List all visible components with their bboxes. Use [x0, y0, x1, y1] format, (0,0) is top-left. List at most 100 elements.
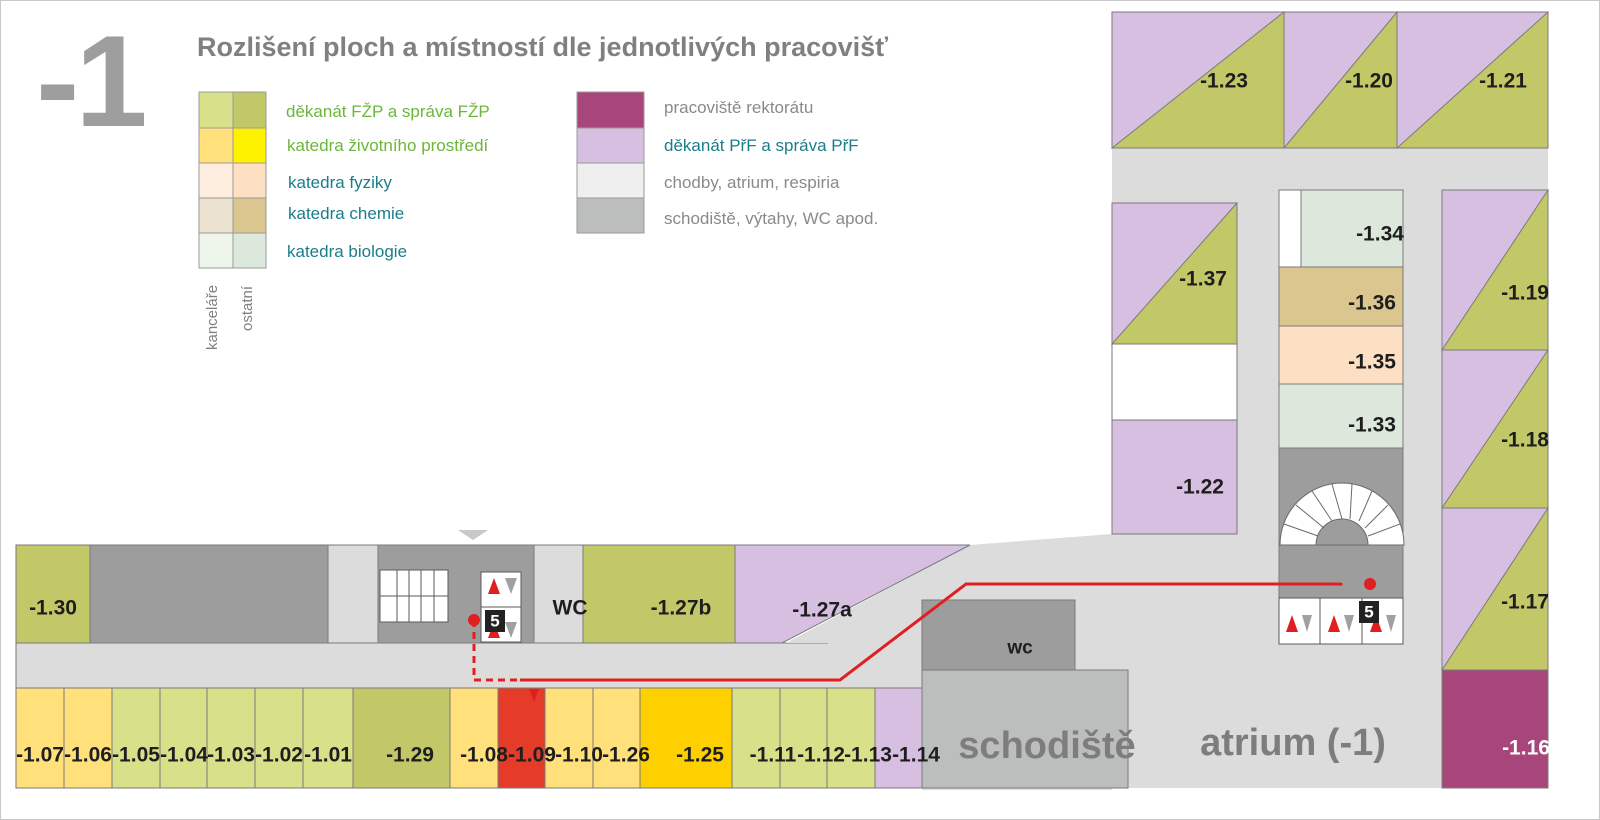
room-1-13	[826, 687, 876, 789]
route-end-dot	[1364, 578, 1376, 590]
legend-swatch	[198, 197, 234, 234]
entrance-arrow-icon	[458, 530, 488, 540]
stair-steps-west	[379, 569, 449, 623]
legend-swatch	[198, 232, 234, 269]
legend-swatch	[232, 127, 267, 164]
legend-swatch	[576, 162, 645, 199]
elevators-east	[1278, 597, 1404, 645]
room-label: -1.02	[255, 744, 303, 767]
floor-number: -1	[36, 8, 148, 154]
room-label: -1.13	[844, 744, 892, 767]
atrium	[1128, 640, 1442, 788]
main-staircase	[921, 669, 1129, 789]
room-1-26	[592, 687, 641, 789]
room-label: -1.11	[750, 744, 797, 767]
room-label: -1.20	[1345, 70, 1393, 93]
legend-swatch	[576, 197, 645, 234]
room-label: -1.35	[1348, 351, 1396, 374]
wc-label-central: wc	[1006, 638, 1033, 659]
room-1-14	[874, 687, 923, 789]
atrium-label: atrium (-1)	[1200, 722, 1386, 764]
legend-label: katedra životního prostředí	[287, 136, 489, 155]
room-1-05	[111, 687, 161, 789]
room-label: -1.22	[1176, 476, 1224, 499]
room-label: -1.12	[797, 744, 845, 767]
room-1-03	[206, 687, 256, 789]
legend-label: katedra chemie	[288, 204, 405, 223]
room-label: -1.03	[207, 744, 255, 767]
route-arrow-icon	[529, 689, 539, 702]
legend-swatch	[198, 91, 234, 129]
wc-label: WC	[553, 597, 588, 620]
room-wc-west	[533, 544, 584, 644]
room-label: -1.06	[64, 744, 112, 767]
room-label: -1.30	[29, 597, 77, 620]
room-1-06	[63, 687, 113, 789]
room-1-27a	[734, 544, 971, 644]
room-1-09	[497, 687, 546, 789]
technical-room	[89, 544, 329, 644]
room-1-30	[15, 544, 91, 644]
east-wing-rooms	[1441, 188, 1549, 789]
room-label: -1.01	[304, 744, 352, 767]
room-label: -1.19	[1501, 282, 1549, 305]
legend-swatch	[576, 127, 645, 164]
legend-swatch	[576, 91, 645, 129]
room-label: -1.08	[460, 744, 508, 767]
room-label: -1.21	[1479, 70, 1527, 93]
legend-column-label: ostatní	[239, 285, 256, 331]
legend-swatch	[232, 162, 267, 199]
legend-label: děkanát FŽP a správa FŽP	[286, 102, 490, 121]
room-1-04	[159, 687, 208, 789]
top-room-row	[15, 544, 971, 644]
room-1-11	[731, 687, 781, 789]
bottom-room-row	[15, 687, 923, 789]
legend-label: pracoviště rektorátu	[664, 98, 814, 117]
legend-label: chodby, atrium, respiria	[664, 173, 840, 192]
room-label: -1.10	[555, 744, 603, 767]
room-labels: -1.07 -1.06 -1.05 -1.04 -1.03 -1.02 -1.0…	[16, 70, 1550, 768]
room-label: -1.26	[602, 744, 650, 767]
room-label: -1.07	[16, 744, 64, 767]
legend-label: katedra fyziky	[288, 173, 392, 192]
room-1-07	[15, 687, 65, 789]
room-label: -1.29	[386, 744, 434, 767]
room-label: -1.27a	[792, 599, 852, 622]
room-label: -1.36	[1348, 292, 1396, 315]
route-start-dot	[468, 614, 480, 626]
evacuation-route	[472, 582, 1343, 682]
room-label: -1.04	[160, 744, 208, 767]
room-label: -1.14	[892, 744, 940, 767]
room-label: -1.23	[1200, 70, 1248, 93]
legend-swatches-left	[198, 91, 267, 269]
room-label: -1.27b	[651, 597, 712, 620]
room-label: -1.25	[676, 744, 724, 767]
room-1-25	[639, 687, 733, 789]
room-1-02	[254, 687, 304, 789]
room-label: -1.37	[1179, 268, 1227, 291]
room-1-12	[779, 687, 828, 789]
north-rooms	[1110, 10, 1549, 149]
marker-badge-west	[485, 610, 505, 632]
corridor-top	[1112, 148, 1548, 190]
legend-swatch	[232, 232, 267, 269]
room-1-08	[449, 687, 499, 789]
legend-swatch	[198, 127, 234, 164]
room-label: -1.17	[1501, 591, 1549, 614]
room-1-29	[352, 687, 451, 789]
room-label: -1.09	[508, 744, 556, 767]
room-label: -1.33	[1348, 414, 1396, 437]
legend-swatch	[198, 162, 234, 199]
legend-label: katedra biologie	[287, 242, 408, 261]
route-line	[520, 582, 1343, 682]
room-label: -1.18	[1501, 429, 1549, 452]
west-wing-rooms	[1110, 201, 1238, 535]
corridor-stub	[327, 544, 379, 644]
room-1-10	[544, 687, 594, 789]
room-1-27b	[582, 544, 736, 644]
legend-column-label: kanceláře	[204, 284, 221, 350]
room-wc-central	[921, 599, 1076, 671]
room-label: -1.05	[112, 744, 160, 767]
marker-badge-east	[1359, 601, 1379, 623]
